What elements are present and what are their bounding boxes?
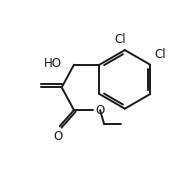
Text: O: O <box>95 104 104 117</box>
Text: HO: HO <box>44 57 62 70</box>
Text: Cl: Cl <box>155 48 166 60</box>
Text: Cl: Cl <box>114 33 126 46</box>
Text: O: O <box>53 130 62 143</box>
